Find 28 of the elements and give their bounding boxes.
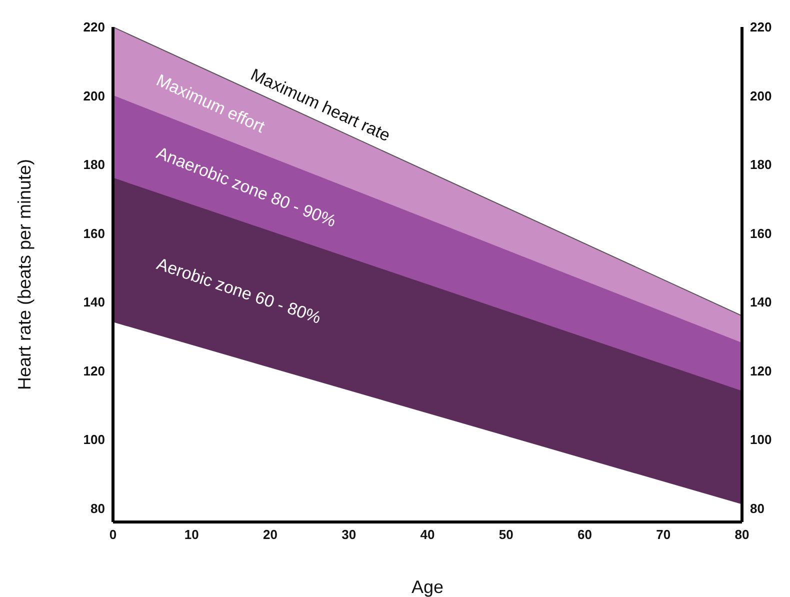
y2-tick-label: 160 <box>750 226 772 241</box>
y-axis-title: Heart rate (beats per minute) <box>14 158 34 390</box>
y-tick-label: 160 <box>83 226 105 241</box>
x-tick-label: 80 <box>734 527 750 542</box>
x-tick-label: 0 <box>109 527 117 542</box>
y2-tick-label: 180 <box>750 157 772 172</box>
y2-tick-label: 220 <box>750 20 772 35</box>
x-tick-label: 20 <box>263 527 278 542</box>
x-tick-label: 30 <box>342 527 356 542</box>
x-tick-label: 40 <box>420 527 435 542</box>
y-tick-label: 140 <box>83 294 105 310</box>
y2-tick-label: 200 <box>750 88 772 104</box>
y2-tick-label: 100 <box>750 432 772 448</box>
y2-tick-label: 120 <box>750 363 772 378</box>
y-tick-label: 220 <box>83 20 105 35</box>
x-tick-label: 60 <box>578 527 592 542</box>
y2-tick-label: 140 <box>750 294 772 310</box>
series-label: Aerobic zone 60 - 80% <box>154 254 324 328</box>
y-tick-label: 120 <box>83 363 105 378</box>
y-tick-label: 100 <box>83 432 105 448</box>
x-tick-label: 50 <box>498 527 514 542</box>
y-tick-label: 200 <box>83 88 105 104</box>
x-tick-label: 10 <box>184 527 199 542</box>
y-tick-label: 180 <box>83 157 105 172</box>
y2-tick-label: 80 <box>750 500 764 516</box>
y-tick-label: 80 <box>90 500 105 516</box>
x-axis-title: Age <box>411 577 444 597</box>
x-tick-label: 70 <box>656 527 671 542</box>
